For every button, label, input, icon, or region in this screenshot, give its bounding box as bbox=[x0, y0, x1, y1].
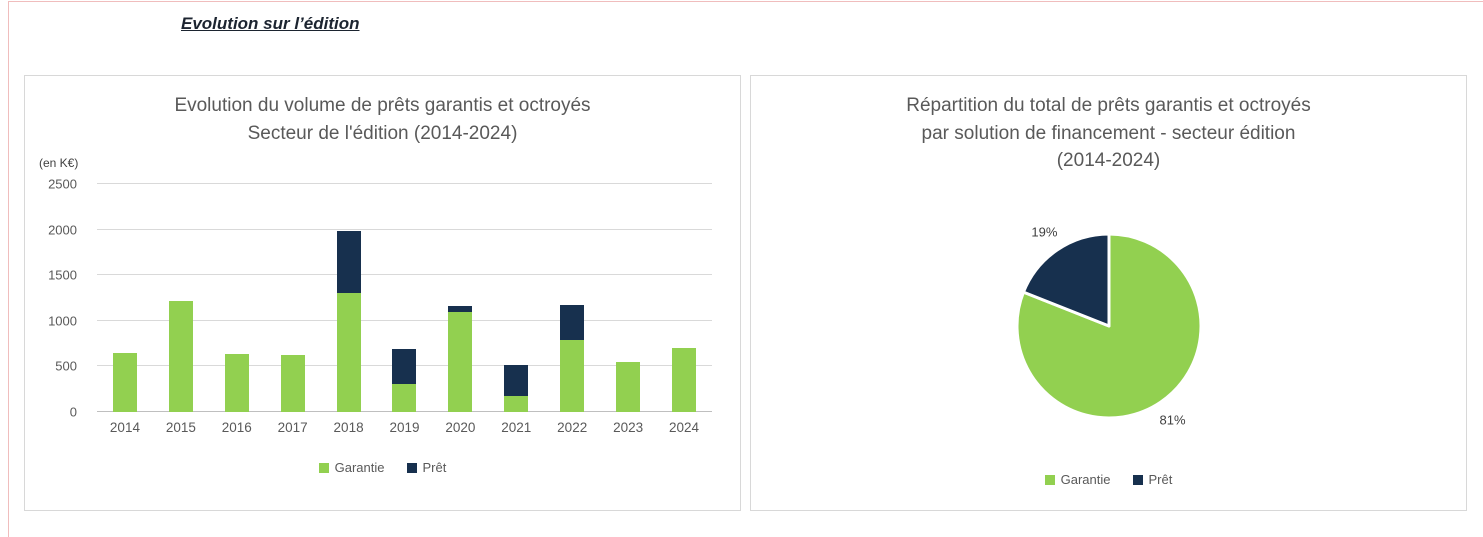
pie-chart-legend: Garantie Prêt bbox=[751, 472, 1466, 487]
gridline bbox=[97, 319, 712, 321]
bar-stack-2024 bbox=[672, 184, 697, 412]
x-label-2017: 2017 bbox=[277, 420, 308, 435]
bar-stack-2020 bbox=[448, 184, 473, 412]
pie-chart-title-line-1: Répartition du total de prêts garantis e… bbox=[906, 95, 1311, 116]
charts-row: Evolution du volume de prêts garantis et… bbox=[24, 75, 1467, 511]
x-label-2020: 2020 bbox=[445, 420, 476, 435]
y-axis-unit-label: (en K€) bbox=[39, 156, 79, 170]
x-label-2018: 2018 bbox=[333, 420, 364, 435]
bar-garantie-2020[interactable] bbox=[448, 311, 473, 412]
page-border-left bbox=[8, 1, 9, 537]
bar-column-2020 bbox=[432, 184, 488, 412]
y-tick-1000: 1000 bbox=[48, 313, 77, 329]
bar-garantie-2017[interactable] bbox=[280, 354, 305, 412]
y-tick-0: 0 bbox=[69, 404, 77, 420]
bar-prêt-2022[interactable] bbox=[560, 305, 585, 340]
x-label-2015: 2015 bbox=[165, 420, 196, 435]
y-tick-2000: 2000 bbox=[48, 222, 77, 238]
bar-column-2016 bbox=[209, 184, 265, 412]
bar-stack-2023 bbox=[616, 184, 641, 412]
bar-chart-legend: Garantie Prêt bbox=[25, 460, 740, 475]
pie-area: 81% 19% bbox=[999, 216, 1219, 436]
x-axis: 2014 2015 2016 2017 2018 2019 2020 2021 2022 2023… bbox=[97, 420, 712, 435]
bar-column-2019 bbox=[377, 184, 433, 412]
x-label-2019: 2019 bbox=[389, 420, 420, 435]
legend-label-garantie: Garantie bbox=[334, 460, 385, 475]
bar-garantie-2014[interactable] bbox=[112, 352, 137, 412]
x-label-2022: 2022 bbox=[557, 420, 588, 435]
y-tick-500: 500 bbox=[55, 358, 77, 374]
x-label-2024: 2024 bbox=[668, 420, 700, 435]
legend-swatch-garantie bbox=[318, 462, 329, 473]
bar-column-2014 bbox=[97, 184, 153, 412]
legend-item-garantie[interactable]: Garantie bbox=[318, 460, 385, 475]
bar-chart-title-line-2: Secteur de l'édition (2014-2024) bbox=[247, 122, 518, 144]
pie-chart bbox=[1015, 232, 1202, 420]
pie-chart-title-line-2: par solution de financement - secteur éd… bbox=[921, 122, 1296, 144]
pie-chart-title: Répartition du total de prêts garantis e… bbox=[751, 92, 1466, 175]
bar-garantie-2022[interactable] bbox=[560, 339, 585, 412]
bar-chart-title-line-1: Evolution du volume de prêts garantis et… bbox=[174, 95, 591, 116]
bar-prêt-2018[interactable] bbox=[336, 231, 361, 294]
x-label-2021: 2021 bbox=[501, 420, 532, 435]
bar-prêt-2021[interactable] bbox=[504, 364, 529, 396]
bar-stack-2014 bbox=[112, 184, 137, 412]
bar-stack-2017 bbox=[280, 184, 305, 412]
bar-garantie-2023[interactable] bbox=[616, 361, 641, 412]
bar-garantie-2015[interactable] bbox=[168, 300, 193, 412]
bar-column-2021 bbox=[488, 184, 544, 412]
x-label-2023: 2023 bbox=[613, 420, 644, 435]
pie-chart-title-line-3: (2014-2024) bbox=[1056, 150, 1161, 172]
bar-garantie-2024[interactable] bbox=[672, 348, 697, 412]
legend-item-prêt[interactable]: Prêt bbox=[406, 460, 447, 475]
legend-swatch-prêt bbox=[406, 462, 417, 473]
y-tick-1500: 1500 bbox=[48, 267, 77, 283]
bar-garantie-2019[interactable] bbox=[392, 383, 417, 412]
page-border-top bbox=[9, 1, 1483, 2]
bar-column-2015 bbox=[153, 184, 209, 412]
bar-garantie-2016[interactable] bbox=[224, 353, 249, 412]
legend-label-garantie: Garantie bbox=[1060, 472, 1111, 487]
bar-column-2023 bbox=[600, 184, 656, 412]
gridline bbox=[97, 228, 712, 230]
legend-item-garantie[interactable]: Garantie bbox=[1044, 472, 1111, 487]
pie-slice-prêt[interactable] bbox=[1021, 232, 1110, 328]
bar-stack-2016 bbox=[224, 184, 249, 412]
bar-stack-2018 bbox=[336, 184, 361, 412]
bar-column-2022 bbox=[544, 184, 600, 412]
page-title: Evolution sur l’édition bbox=[181, 14, 360, 33]
bar-garantie-2018[interactable] bbox=[336, 293, 361, 412]
y-tick-2500: 2500 bbox=[48, 176, 77, 192]
legend-label-prêt: Prêt bbox=[1148, 472, 1173, 487]
bar-chart-title: Evolution du volume de prêts garantis et… bbox=[25, 92, 740, 147]
legend-swatch-garantie bbox=[1044, 474, 1055, 485]
bar-plot-area bbox=[97, 183, 712, 412]
bar-column-2018 bbox=[321, 184, 377, 412]
pie-data-label-prêt: 19% bbox=[1031, 224, 1058, 240]
bar-stack-2015 bbox=[168, 184, 193, 412]
bar-column-2024 bbox=[656, 184, 712, 412]
gridline bbox=[97, 274, 712, 276]
x-label-2014: 2014 bbox=[109, 420, 140, 435]
pie-data-label-garantie: 81% bbox=[1159, 412, 1186, 428]
legend-swatch-prêt bbox=[1132, 474, 1143, 485]
bar-stack-2019 bbox=[392, 184, 417, 412]
bar-prêt-2019[interactable] bbox=[392, 349, 417, 384]
bar-garantie-2021[interactable] bbox=[504, 395, 529, 412]
bar-stack-2022 bbox=[560, 184, 585, 412]
bar-chart-panel[interactable]: Evolution du volume de prêts garantis et… bbox=[24, 75, 741, 511]
bar-column-2017 bbox=[265, 184, 321, 412]
bar-prêt-2020[interactable] bbox=[448, 306, 473, 312]
y-axis: 0 500 1000 1500 2000 2500 bbox=[25, 177, 87, 420]
legend-label-prêt: Prêt bbox=[422, 460, 447, 475]
x-label-2016: 2016 bbox=[221, 420, 252, 435]
bar-stack-2021 bbox=[504, 184, 529, 412]
legend-item-prêt[interactable]: Prêt bbox=[1132, 472, 1173, 487]
pie-chart-panel[interactable]: Répartition du total de prêts garantis e… bbox=[750, 75, 1467, 511]
gridline bbox=[97, 183, 712, 184]
